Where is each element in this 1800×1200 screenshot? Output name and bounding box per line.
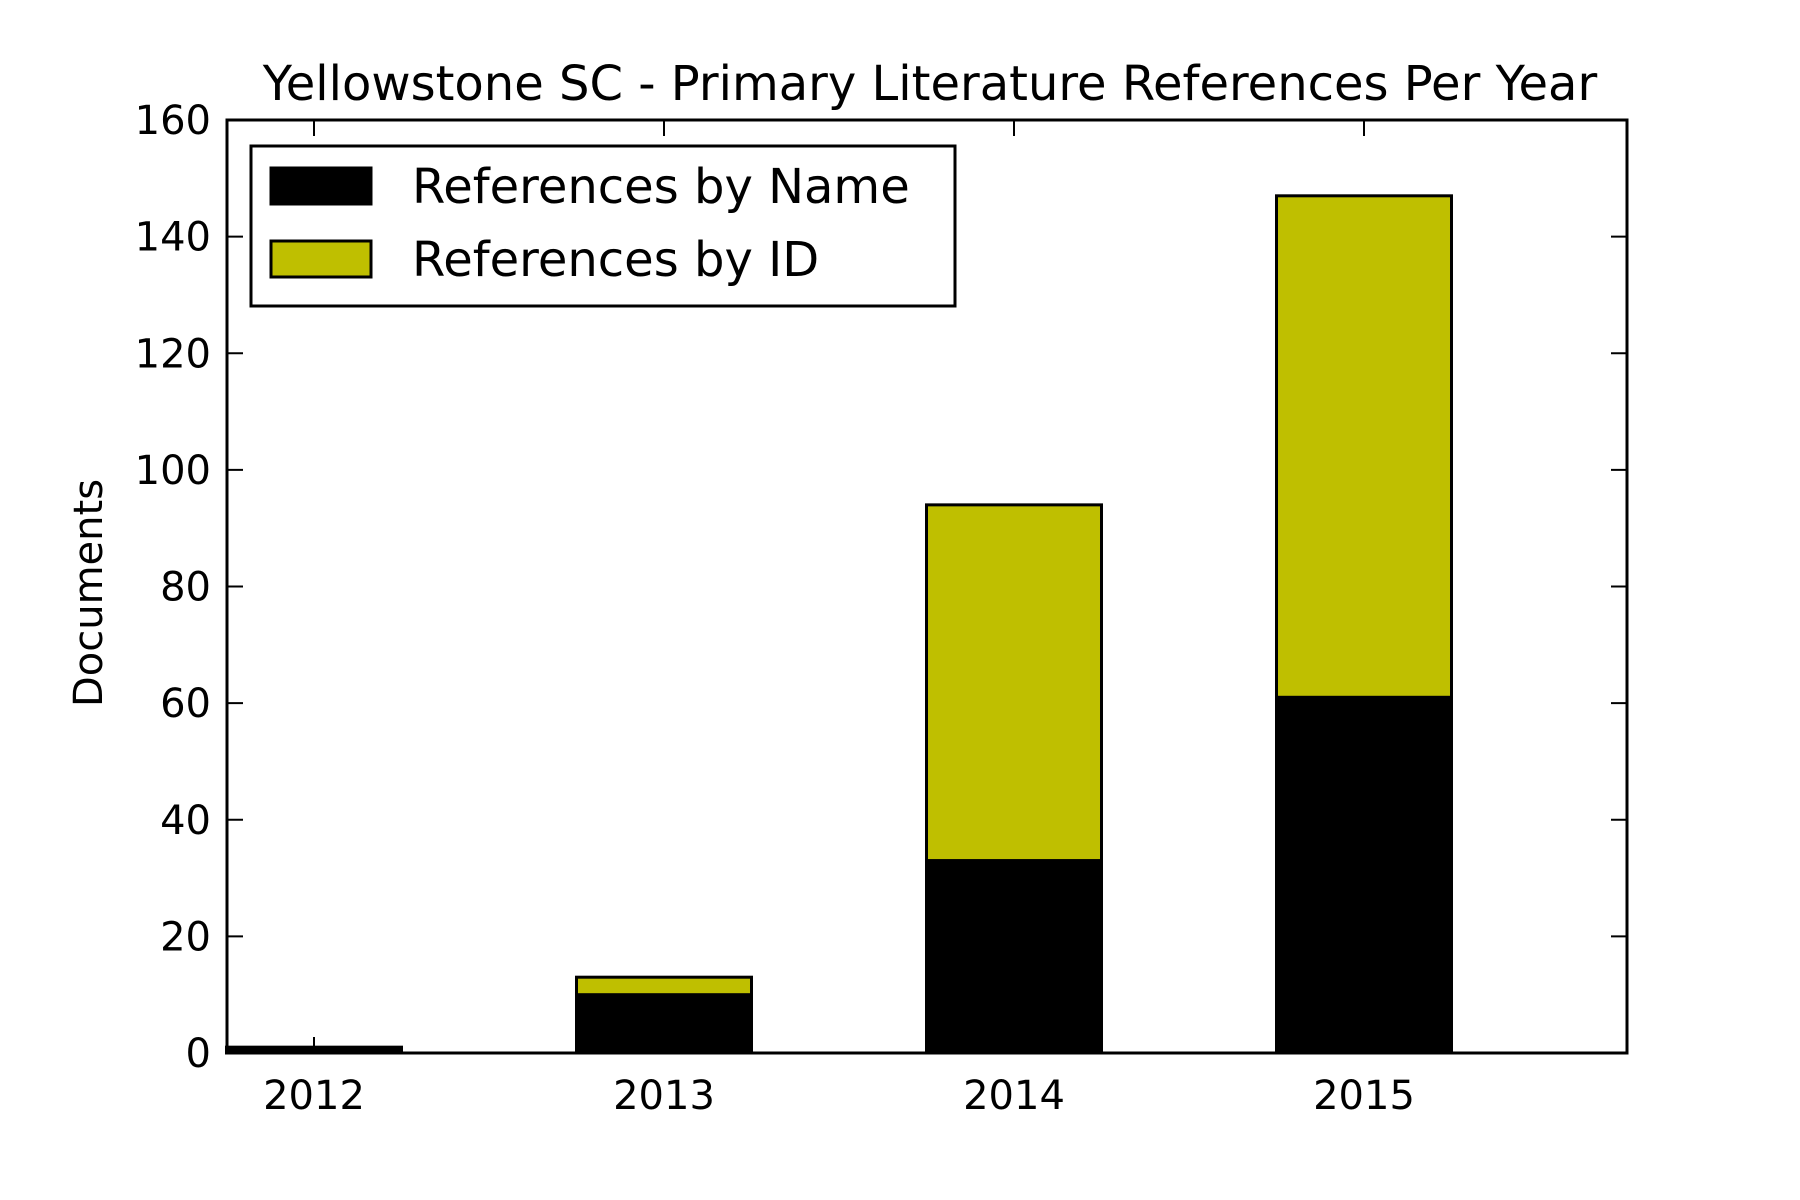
- legend-label-references-by-id: References by ID: [412, 232, 819, 288]
- plot-frame: [225, 118, 1629, 1055]
- bars-group: [225, 194, 1453, 1055]
- x-tick-label-2015: 2015: [1313, 1073, 1415, 1119]
- y-ticks-group: 0 20 40 60 80 100 120 140 160: [135, 98, 1627, 1077]
- bar-references-by-id-2014: [925, 503, 1103, 863]
- y-tick-label: 60: [160, 681, 211, 727]
- y-tick-label: 80: [160, 565, 211, 611]
- bar-references-by-name-2015: [1275, 695, 1453, 1055]
- y-axis-label: Documents: [66, 479, 112, 707]
- x-tick-label-2013: 2013: [613, 1073, 715, 1119]
- legend: References by Name References by ID: [249, 144, 957, 308]
- y-tick-label: 160: [135, 98, 211, 144]
- y-tick-label: 0: [186, 1031, 211, 1077]
- legend-label-references-by-name: References by Name: [412, 159, 910, 215]
- legend-swatch-references-by-id: [269, 239, 373, 279]
- legend-swatch-references-by-name: [269, 166, 373, 206]
- bar-references-by-id-2013: [575, 975, 753, 997]
- x-tick-label-2014: 2014: [963, 1073, 1065, 1119]
- y-tick-label: 100: [135, 448, 211, 494]
- y-tick-label: 140: [135, 215, 211, 261]
- chart-title: Yellowstone SC - Primary Literature Refe…: [262, 56, 1598, 112]
- x-ticks-group: 2012 2013 2014 2015: [263, 120, 1415, 1119]
- y-tick-label: 40: [160, 798, 211, 844]
- bar-references-by-id-2015: [1275, 194, 1453, 699]
- y-tick-label: 120: [135, 331, 211, 377]
- bar-references-by-name-2014: [925, 859, 1103, 1055]
- y-tick-label: 20: [160, 914, 211, 960]
- x-tick-label-2012: 2012: [263, 1073, 365, 1119]
